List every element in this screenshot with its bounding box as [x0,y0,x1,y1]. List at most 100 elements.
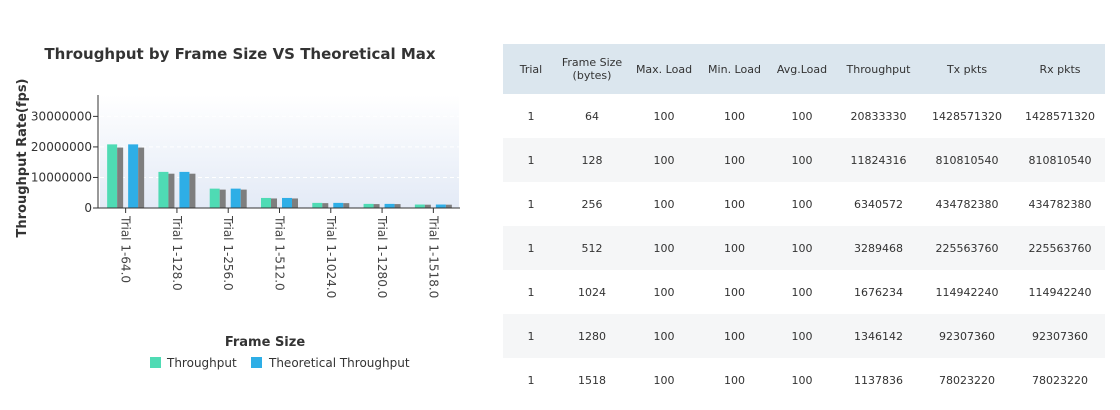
table-row: 1 1024 100 100 100 1676234 114942240 114942240 [503,270,1105,314]
cell-max-load: 100 [625,358,703,402]
y-tick-label: 10000000 [31,170,92,184]
cell-throughput: 1676234 [838,270,919,314]
cell-trial: 1 [503,314,559,358]
cell-frame-size: 1024 [559,270,625,314]
cell-min-load: 100 [703,314,766,358]
bar-theoretical-throughput [282,197,292,208]
cell-rx-pkts: 78023220 [1015,358,1105,402]
cell-frame-size: 128 [559,138,625,182]
bar-shadow [117,147,124,208]
y-tick-labels: 0 10000000 20000000 30000000 [31,109,98,215]
bar-shadow [343,203,350,208]
bar-throughput [209,188,220,208]
table-row: 1 512 100 100 100 3289468 225563760 225563760 [503,226,1105,270]
cell-rx-pkts: 92307360 [1015,314,1105,358]
cell-trial: 1 [503,270,559,314]
cell-tx-pkts: 78023220 [919,358,1015,402]
x-tick-label: Trial 1-1280.0 [375,215,389,298]
bar-theoretical-throughput [435,204,446,208]
table-row: 1 1518 100 100 100 1137836 78023220 78023220 [503,358,1105,402]
cell-rx-pkts: 225563760 [1015,226,1105,270]
bar-throughput [158,171,169,208]
cell-rx-pkts: 114942240 [1015,270,1105,314]
throughput-chart: Throughput by Frame Size VS Theoretical … [0,0,480,410]
header-rx-pkts: Rx pkts [1015,44,1105,94]
results-table-panel: Trial Frame Size (bytes) Max. Load Min. … [503,44,1105,402]
cell-throughput: 6340572 [838,182,919,226]
cell-max-load: 100 [625,94,703,138]
cell-tx-pkts: 114942240 [919,270,1015,314]
cell-rx-pkts: 810810540 [1015,138,1105,182]
cell-min-load: 100 [703,94,766,138]
legend-label-theoretical-throughput: Theoretical Throughput [268,356,410,370]
cell-max-load: 100 [625,182,703,226]
bar-shadow [292,198,298,208]
bar-theoretical-throughput [230,188,241,208]
bar-throughput [312,202,323,208]
y-tick-label: 20000000 [31,140,92,154]
cell-max-load: 100 [625,226,703,270]
header-frame-size: Frame Size (bytes) [559,44,625,94]
cell-avg-load: 100 [766,138,838,182]
legend: Throughput Theoretical Throughput [150,356,410,370]
bar-shadow [189,173,196,208]
table-body: 1 64 100 100 100 20833330 1428571320 1428571320… [503,94,1105,402]
cell-tx-pkts: 1428571320 [919,94,1015,138]
cell-min-load: 100 [703,138,766,182]
bar-shadow [219,189,226,208]
cell-frame-size: 1280 [559,314,625,358]
cell-rx-pkts: 1428571320 [1015,94,1105,138]
cell-avg-load: 100 [766,94,838,138]
bar-shadow [322,203,329,208]
cell-min-load: 100 [703,226,766,270]
cell-rx-pkts: 434782380 [1015,182,1105,226]
table-row: 1 128 100 100 100 11824316 810810540 810810540 [503,138,1105,182]
cell-trial: 1 [503,138,559,182]
bar-throughput [107,144,118,208]
table-row: 1 1280 100 100 100 1346142 92307360 92307360 [503,314,1105,358]
cell-min-load: 100 [703,270,766,314]
bar-theoretical-throughput [179,171,190,208]
bar-shadow [168,173,175,208]
table-row: 1 64 100 100 100 20833330 1428571320 1428571320 [503,94,1105,138]
legend-label-throughput: Throughput [166,356,237,370]
x-tick-labels: Trial 1-64.0 Trial 1-128.0 Trial 1-256.0 Tr… [119,208,440,298]
bar-theoretical-throughput [333,202,344,208]
legend-swatch-theoretical-throughput [251,357,262,368]
cell-avg-load: 100 [766,358,838,402]
cell-trial: 1 [503,182,559,226]
bar-throughput [414,204,425,208]
cell-frame-size: 64 [559,94,625,138]
cell-throughput: 11824316 [838,138,919,182]
x-tick-label: Trial 1-1518.0 [426,215,440,298]
bar-shadow [394,204,401,208]
x-tick-label: Trial 1-256.0 [221,215,235,291]
header-avg-load: Avg.Load [766,44,838,94]
bar-shadow [373,204,380,208]
cell-avg-load: 100 [766,182,838,226]
cell-frame-size: 1518 [559,358,625,402]
table-row: 1 256 100 100 100 6340572 434782380 434782380 [503,182,1105,226]
cell-throughput: 20833330 [838,94,919,138]
chart-svg: Throughput by Frame Size VS Theoretical … [15,45,460,370]
cell-tx-pkts: 810810540 [919,138,1015,182]
cell-max-load: 100 [625,314,703,358]
table-header-row: Trial Frame Size (bytes) Max. Load Min. … [503,44,1105,94]
x-axis-title: Frame Size [225,335,306,350]
bar-theoretical-throughput [128,144,139,208]
cell-trial: 1 [503,358,559,402]
x-tick-label: Trial 1-64.0 [119,215,133,283]
cell-frame-size: 256 [559,182,625,226]
cell-tx-pkts: 434782380 [919,182,1015,226]
chart-title: Throughput by Frame Size VS Theoretical … [44,45,435,63]
cell-tx-pkts: 225563760 [919,226,1015,270]
header-throughput: Throughput [838,44,919,94]
bar-shadow [424,204,431,208]
bar-shadow [138,147,145,208]
cell-avg-load: 100 [766,314,838,358]
cell-avg-load: 100 [766,270,838,314]
bar-shadow [445,204,452,208]
cell-throughput: 1137836 [838,358,919,402]
bars [107,144,452,208]
header-tx-pkts: Tx pkts [919,44,1015,94]
